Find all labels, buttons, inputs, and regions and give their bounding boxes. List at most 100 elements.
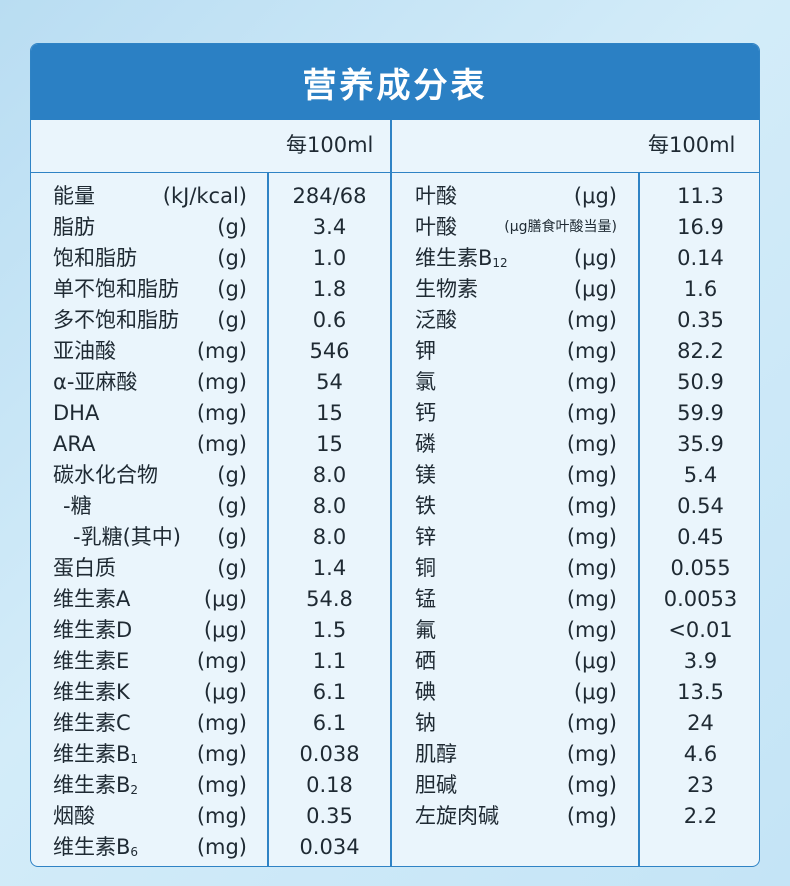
left-nutrient-row: 维生素D (μg) 1.5 [31, 615, 759, 646]
left-nutrient-subscript: 2 [130, 783, 139, 797]
right-nutrient-unit: (mg) [566, 525, 617, 549]
right-nutrient-unit: (mg) [566, 339, 617, 363]
left-nutrient-unit: (mg) [196, 339, 247, 363]
left-nutrient-unit: (g) [217, 246, 247, 270]
left-nutrient-unit: (mg) [196, 432, 247, 456]
right-nutrient-row: 维生素B12 (μg) 0.14 [31, 243, 759, 274]
left-nutrient-name: 维生素B6 [53, 835, 139, 859]
right-nutrient-name: 肌醇 [415, 742, 457, 766]
right-nutrient-row: 铜 (mg) 0.055 [31, 553, 759, 584]
right-nutrient-row: 锰 (mg) 0.0053 [31, 584, 759, 615]
right-nutrient-name: 钠 [415, 711, 436, 735]
right-nutrient-row: 泛酸 (mg) 0.35 [31, 305, 759, 336]
left-nutrient-value: 6.1 [312, 680, 347, 704]
left-nutrient-name: 维生素A [53, 587, 131, 611]
divider-middle [390, 120, 392, 866]
left-nutrient-subscript: 6 [130, 845, 139, 859]
right-nutrient-unit: (mg) [566, 494, 617, 518]
left-nutrient-unit: (mg) [196, 835, 247, 859]
right-nutrient-value: 0.35 [677, 308, 724, 332]
right-nutrient-value: 0.14 [677, 246, 724, 270]
left-nutrient-row: 维生素B6 (mg) 0.034 [31, 832, 759, 863]
left-nutrient-name: 维生素K [53, 680, 130, 704]
right-nutrient-value: 0.0053 [663, 587, 738, 611]
right-nutrient-name: 锰 [415, 587, 436, 611]
left-nutrient-value: 1.0 [312, 246, 347, 270]
right-nutrient-unit: (mg) [566, 370, 617, 394]
right-nutrient-row: 肌醇 (mg) 4.6 [31, 739, 759, 770]
left-nutrient-name: DHA [53, 401, 100, 425]
right-nutrient-name: 硒 [415, 649, 436, 673]
left-nutrient-row: α-亚麻酸 (mg) 54 [31, 367, 759, 398]
left-nutrient-name: 多不饱和脂肪 [53, 308, 179, 332]
left-nutrient-name: 维生素B2 [53, 773, 139, 797]
right-nutrient-value: 23 [687, 773, 714, 797]
right-nutrient-row: 生物素 (μg) 1.6 [31, 274, 759, 305]
right-nutrient-row: 氟 (mg) <0.01 [31, 615, 759, 646]
header-left: 每100ml [286, 133, 374, 157]
right-nutrient-value: 0.055 [670, 556, 731, 580]
left-nutrient-row: -乳糖(其中) (g) 8.0 [31, 522, 759, 553]
left-nutrient-value: 54 [316, 370, 343, 394]
left-nutrient-row: 饱和脂肪 (g) 1.0 [31, 243, 759, 274]
right-nutrient-name: 磷 [415, 432, 436, 456]
right-nutrient-value: 0.45 [677, 525, 724, 549]
left-nutrient-row: 维生素E (mg) 1.1 [31, 646, 759, 677]
left-nutrient-name: 维生素E [53, 649, 130, 673]
left-nutrient-unit: (g) [217, 215, 247, 239]
right-nutrient-value: <0.01 [668, 618, 733, 642]
left-nutrient-unit: (g) [217, 277, 247, 301]
left-nutrient-value: 1.8 [312, 277, 347, 301]
left-nutrient-name: 脂肪 [53, 215, 95, 239]
left-nutrient-unit: (μg) [203, 587, 247, 611]
right-nutrient-unit: (mg) [566, 432, 617, 456]
right-nutrient-value: 82.2 [677, 339, 724, 363]
right-nutrient-unit: (μg) [573, 246, 617, 270]
left-nutrient-row: 能量 (kJ/kcal) 284/68 [31, 181, 759, 212]
right-nutrient-name: 维生素B12 [415, 246, 508, 270]
right-nutrient-unit: (mg) [566, 401, 617, 425]
right-nutrient-name: 钙 [415, 401, 436, 425]
left-nutrient-row: -糖 (g) 8.0 [31, 491, 759, 522]
left-nutrient-value: 15 [316, 432, 343, 456]
right-nutrient-name: 胆碱 [415, 773, 457, 797]
right-nutrient-row: 镁 (mg) 5.4 [31, 460, 759, 491]
left-nutrient-unit: (g) [217, 494, 247, 518]
left-nutrient-value: 6.1 [312, 711, 347, 735]
right-nutrient-value: 0.54 [677, 494, 724, 518]
left-nutrient-value: 15 [316, 401, 343, 425]
left-nutrient-name: 维生素D [53, 618, 133, 642]
right-nutrient-unit: (mg) [566, 773, 617, 797]
right-nutrient-name: 泛酸 [415, 308, 457, 332]
right-nutrient-unit: (mg) [566, 308, 617, 332]
left-nutrient-unit: (g) [217, 556, 247, 580]
right-nutrient-unit: (μg) [573, 277, 617, 301]
left-nutrient-value: 0.18 [306, 773, 353, 797]
right-nutrient-row: 氯 (mg) 50.9 [31, 367, 759, 398]
right-nutrient-name: 叶酸 [415, 184, 457, 208]
left-nutrient-name: -乳糖(其中) [73, 525, 181, 549]
left-nutrient-value: 0.038 [299, 742, 360, 766]
right-nutrient-name: 生物素 [415, 277, 478, 301]
left-nutrient-row: 脂肪 (g) 3.4 [31, 212, 759, 243]
right-nutrient-row: 叶酸 (μg) 11.3 [31, 181, 759, 212]
right-nutrient-name: 铁 [415, 494, 436, 518]
right-nutrient-unit: (mg) [566, 587, 617, 611]
right-nutrient-value: 11.3 [677, 184, 724, 208]
left-nutrient-value: 284/68 [292, 184, 367, 208]
left-nutrient-row: 多不饱和脂肪 (g) 0.6 [31, 305, 759, 336]
right-nutrient-unit: (mg) [566, 556, 617, 580]
left-nutrient-unit: (mg) [196, 370, 247, 394]
right-nutrient-name: 钾 [415, 339, 436, 363]
right-nutrient-unit: (μg) [573, 680, 617, 704]
left-nutrient-unit: (mg) [196, 804, 247, 828]
left-nutrient-value: 8.0 [312, 463, 347, 487]
table-header: 每100ml 每100ml [31, 120, 759, 173]
right-nutrient-unit: (μg膳食叶酸当量) [504, 219, 617, 235]
left-nutrient-name: 能量 [53, 184, 95, 208]
left-nutrient-name: α-亚麻酸 [53, 370, 138, 394]
right-nutrient-row: 钙 (mg) 59.9 [31, 398, 759, 429]
left-nutrient-unit: (g) [217, 463, 247, 487]
right-nutrient-value: 16.9 [677, 215, 724, 239]
right-nutrient-row: 左旋肉碱 (mg) 2.2 [31, 801, 759, 832]
